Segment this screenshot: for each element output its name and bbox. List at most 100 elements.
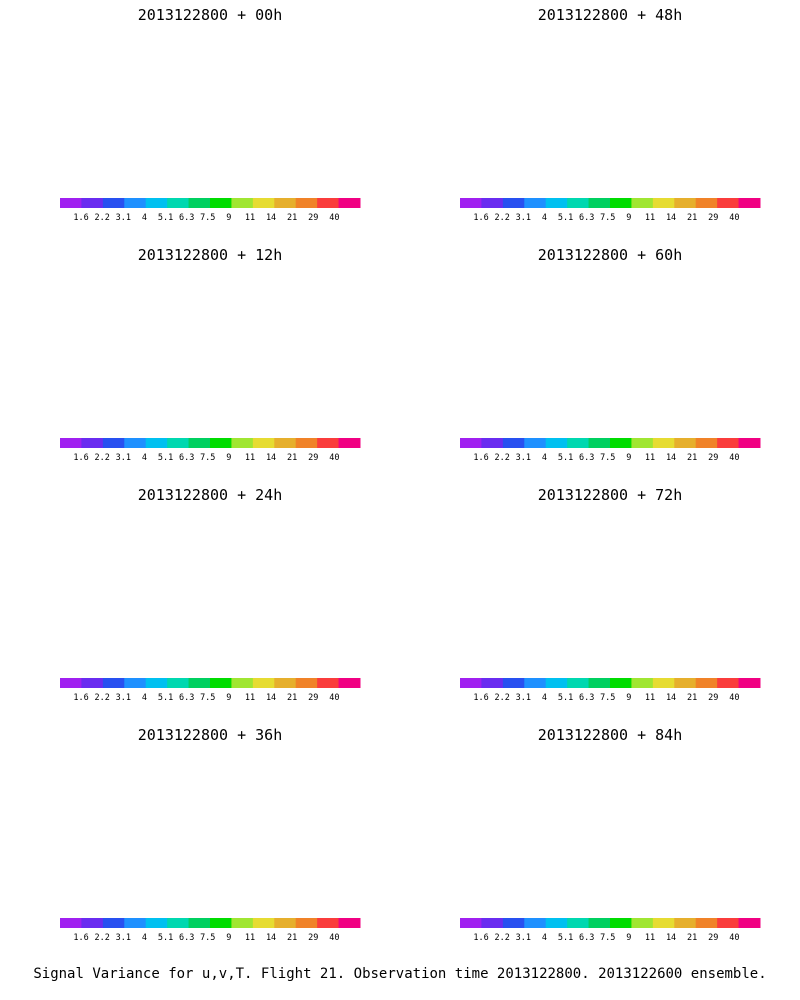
colorbar-swatch (695, 918, 718, 928)
colorbar-label: 9 (626, 693, 631, 703)
colorbar-label: 29 (308, 933, 318, 943)
colorbar-swatch (210, 918, 232, 928)
colorbar-label: 5.1 (158, 213, 173, 223)
colorbar-label: 40 (729, 453, 739, 463)
map-panel: 2013122800 + 12h 1.6 2.2 3.1 4 5.1 6.3 7.5 9 11 14… (20, 240, 400, 488)
colorbar: 1.6 2.2 3.1 4 5.1 6.3 7.5 9 11 14 21 29 40 (60, 198, 361, 223)
colorbar-label: 9 (226, 213, 231, 223)
colorbar-swatch (717, 438, 740, 448)
colorbar-label: 21 (687, 693, 697, 703)
colorbar-label: 9 (626, 933, 631, 943)
colorbar-swatch (274, 198, 297, 208)
colorbar-label: 29 (308, 693, 318, 703)
colorbar-swatch (102, 678, 125, 688)
colorbar-swatch (631, 678, 654, 688)
colorbar-swatch (502, 438, 525, 448)
colorbar-swatch (717, 198, 740, 208)
colorbar-label: 1.6 (73, 693, 88, 703)
colorbar-swatch (145, 438, 168, 448)
colorbar-label: 11 (245, 693, 255, 703)
colorbar-swatch (545, 438, 568, 448)
colorbar-swatch (631, 198, 654, 208)
colorbar-swatch (60, 438, 82, 448)
figure-caption: Signal Variance for u,v,T. Flight 21. Ob… (33, 966, 767, 982)
colorbar-swatch (695, 438, 718, 448)
colorbar-swatch (295, 438, 318, 448)
colorbar-label: 11 (645, 453, 655, 463)
map-panel: 2013122800 + 24h 1.6 2.2 3.1 4 5.1 6.3 7.5 9 11 14… (20, 480, 400, 728)
colorbar-swatch (167, 678, 190, 688)
colorbar-swatch (545, 198, 568, 208)
colorbar: 1.6 2.2 3.1 4 5.1 6.3 7.5 9 11 14 21 29 40 (460, 198, 761, 223)
colorbar-label: 6.3 (179, 693, 194, 703)
colorbar-label: 40 (329, 453, 339, 463)
colorbar-label: 29 (708, 213, 718, 223)
colorbar-label: 3.1 (516, 213, 531, 223)
colorbar-label: 40 (329, 693, 339, 703)
colorbar-swatch (102, 438, 125, 448)
colorbar-label: 3.1 (116, 453, 131, 463)
map-panel: 2013122800 + 36h 1.6 2.2 3.1 4 5.1 6.3 7.5 9 11 14… (20, 720, 400, 968)
colorbar-swatch (588, 678, 611, 688)
colorbar-label: 14 (266, 453, 276, 463)
colorbar-label: 11 (645, 693, 655, 703)
colorbar-swatch (738, 678, 761, 688)
map-panel: 2013122800 + 84h 1.6 2.2 3.1 4 5.1 6.3 7.5 9 11 14… (420, 720, 800, 968)
colorbar-swatch (738, 198, 761, 208)
colorbar-swatch (252, 198, 275, 208)
colorbar-label: 14 (666, 693, 676, 703)
map-field (20, 268, 380, 438)
colorbar: 1.6 2.2 3.1 4 5.1 6.3 7.5 9 11 14 21 29 40 (60, 918, 361, 943)
map-field (420, 508, 780, 678)
colorbar-swatch (60, 918, 82, 928)
colorbar-label: 21 (687, 213, 697, 223)
colorbar-swatch (524, 918, 547, 928)
colorbar-swatch (274, 678, 297, 688)
colorbar-label: 40 (329, 933, 339, 943)
colorbar-swatch (652, 198, 675, 208)
colorbar-swatch (481, 198, 504, 208)
colorbar-label: 5.1 (558, 693, 573, 703)
colorbar-label: 6.3 (579, 213, 594, 223)
colorbar-label: 11 (645, 213, 655, 223)
colorbar-label: 29 (708, 453, 718, 463)
colorbar-label: 21 (287, 213, 297, 223)
colorbar-label: 6.3 (179, 933, 194, 943)
colorbar-swatch (652, 438, 675, 448)
colorbar-swatch (295, 678, 318, 688)
colorbar-label: 21 (287, 933, 297, 943)
variance-map (20, 748, 380, 918)
colorbar-swatch (124, 678, 147, 688)
colorbar-label: 1.6 (473, 933, 488, 943)
colorbar-swatch (545, 678, 568, 688)
colorbar-swatch (652, 918, 675, 928)
colorbar: 1.6 2.2 3.1 4 5.1 6.3 7.5 9 11 14 21 29 40 (460, 678, 761, 703)
colorbar-swatch (167, 918, 190, 928)
map-panel: 2013122800 + 48h 1.6 2.2 3.1 4 5.1 6.3 7.5 9 11 14… (420, 0, 800, 248)
panel-title: 2013122800 + 72h (537, 486, 683, 504)
variance-map (420, 268, 780, 438)
colorbar-label: 9 (226, 693, 231, 703)
colorbar-swatch (717, 678, 740, 688)
colorbar-label: 14 (266, 693, 276, 703)
colorbar-label: 4 (142, 933, 147, 943)
colorbar-swatch (295, 198, 318, 208)
colorbar-swatch (545, 918, 568, 928)
colorbar: 1.6 2.2 3.1 4 5.1 6.3 7.5 9 11 14 21 29 40 (460, 918, 761, 943)
colorbar: 1.6 2.2 3.1 4 5.1 6.3 7.5 9 11 14 21 29 40 (60, 438, 361, 463)
colorbar-swatch (631, 918, 654, 928)
colorbar-label: 3.1 (116, 933, 131, 943)
variance-map (420, 28, 780, 198)
colorbar-swatch (674, 438, 697, 448)
colorbar-swatch (102, 918, 125, 928)
variance-map (20, 268, 380, 438)
colorbar-swatch (124, 198, 147, 208)
colorbar-swatch (524, 438, 547, 448)
colorbar-swatch (674, 918, 697, 928)
colorbar-label: 3.1 (116, 213, 131, 223)
colorbar-swatch (610, 198, 632, 208)
colorbar-label: 7.5 (600, 693, 615, 703)
colorbar-swatch (188, 198, 211, 208)
colorbar-label: 1.6 (73, 933, 88, 943)
colorbar-swatch (481, 918, 504, 928)
